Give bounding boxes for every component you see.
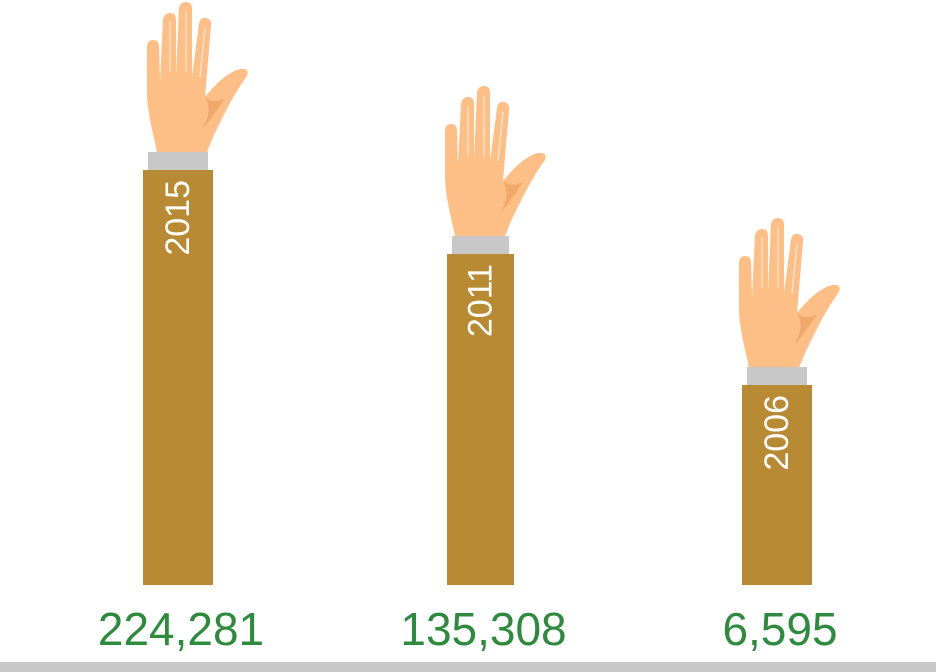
raised-arm: 2011 135,308 bbox=[400, 85, 567, 655]
hand-icon bbox=[444, 85, 547, 237]
cuff bbox=[148, 152, 208, 170]
cuff bbox=[452, 236, 509, 254]
raised-arm: 2006 6,595 bbox=[722, 217, 841, 655]
baseline-bar bbox=[0, 662, 936, 672]
raised-arm: 2015 224,281 bbox=[98, 1, 264, 655]
year-label: 2011 bbox=[461, 264, 499, 337]
value-label: 6,595 bbox=[722, 603, 837, 655]
sleeve bbox=[143, 170, 213, 585]
year-label: 2015 bbox=[159, 180, 197, 256]
value-label: 135,308 bbox=[400, 603, 566, 655]
sleeve bbox=[447, 254, 514, 585]
sleeve bbox=[742, 385, 812, 585]
cuff bbox=[747, 367, 807, 385]
hand-icon bbox=[146, 1, 249, 153]
value-label: 224,281 bbox=[98, 603, 264, 655]
hand-icon bbox=[738, 217, 841, 369]
year-label: 2006 bbox=[758, 395, 796, 471]
